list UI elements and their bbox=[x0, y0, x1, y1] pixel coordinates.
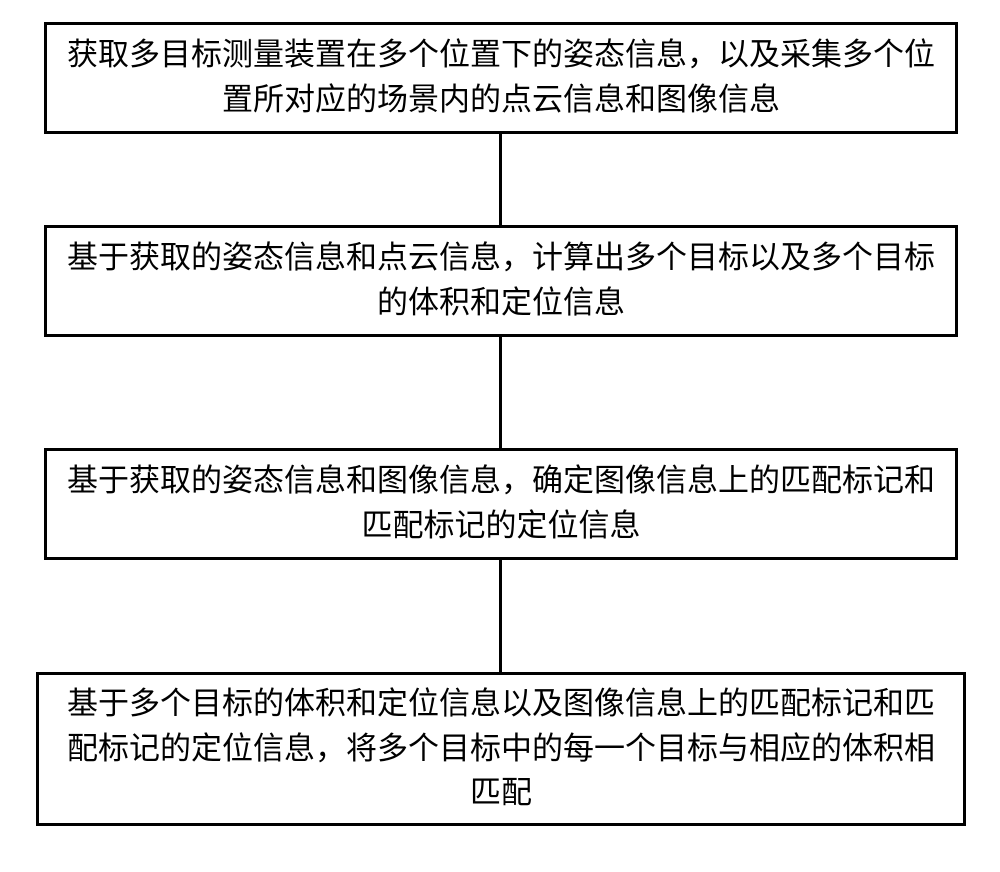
flow-edge-2-3 bbox=[499, 337, 502, 448]
flow-edge-1-2 bbox=[499, 134, 502, 225]
flow-node-4-text: 基于多个目标的体积和定位信息以及图像信息上的匹配标记和匹配标记的定位信息，将多个… bbox=[59, 682, 943, 817]
flow-edge-3-4 bbox=[499, 560, 502, 672]
flow-node-1-text: 获取多目标测量装置在多个位置下的姿态信息，以及采集多个位置所对应的场景内的点云信… bbox=[67, 33, 935, 123]
flow-node-3: 基于获取的姿态信息和图像信息，确定图像信息上的匹配标记和匹配标记的定位信息 bbox=[44, 448, 958, 560]
flow-node-3-text: 基于获取的姿态信息和图像信息，确定图像信息上的匹配标记和匹配标记的定位信息 bbox=[67, 459, 935, 549]
flow-node-2-text: 基于获取的姿态信息和点云信息，计算出多个目标以及多个目标的体积和定位信息 bbox=[67, 236, 935, 326]
flow-node-2: 基于获取的姿态信息和点云信息，计算出多个目标以及多个目标的体积和定位信息 bbox=[44, 225, 958, 337]
flow-node-1: 获取多目标测量装置在多个位置下的姿态信息，以及采集多个位置所对应的场景内的点云信… bbox=[44, 22, 958, 134]
flow-node-4: 基于多个目标的体积和定位信息以及图像信息上的匹配标记和匹配标记的定位信息，将多个… bbox=[36, 672, 966, 826]
flowchart-canvas: 获取多目标测量装置在多个位置下的姿态信息，以及采集多个位置所对应的场景内的点云信… bbox=[0, 0, 1000, 872]
